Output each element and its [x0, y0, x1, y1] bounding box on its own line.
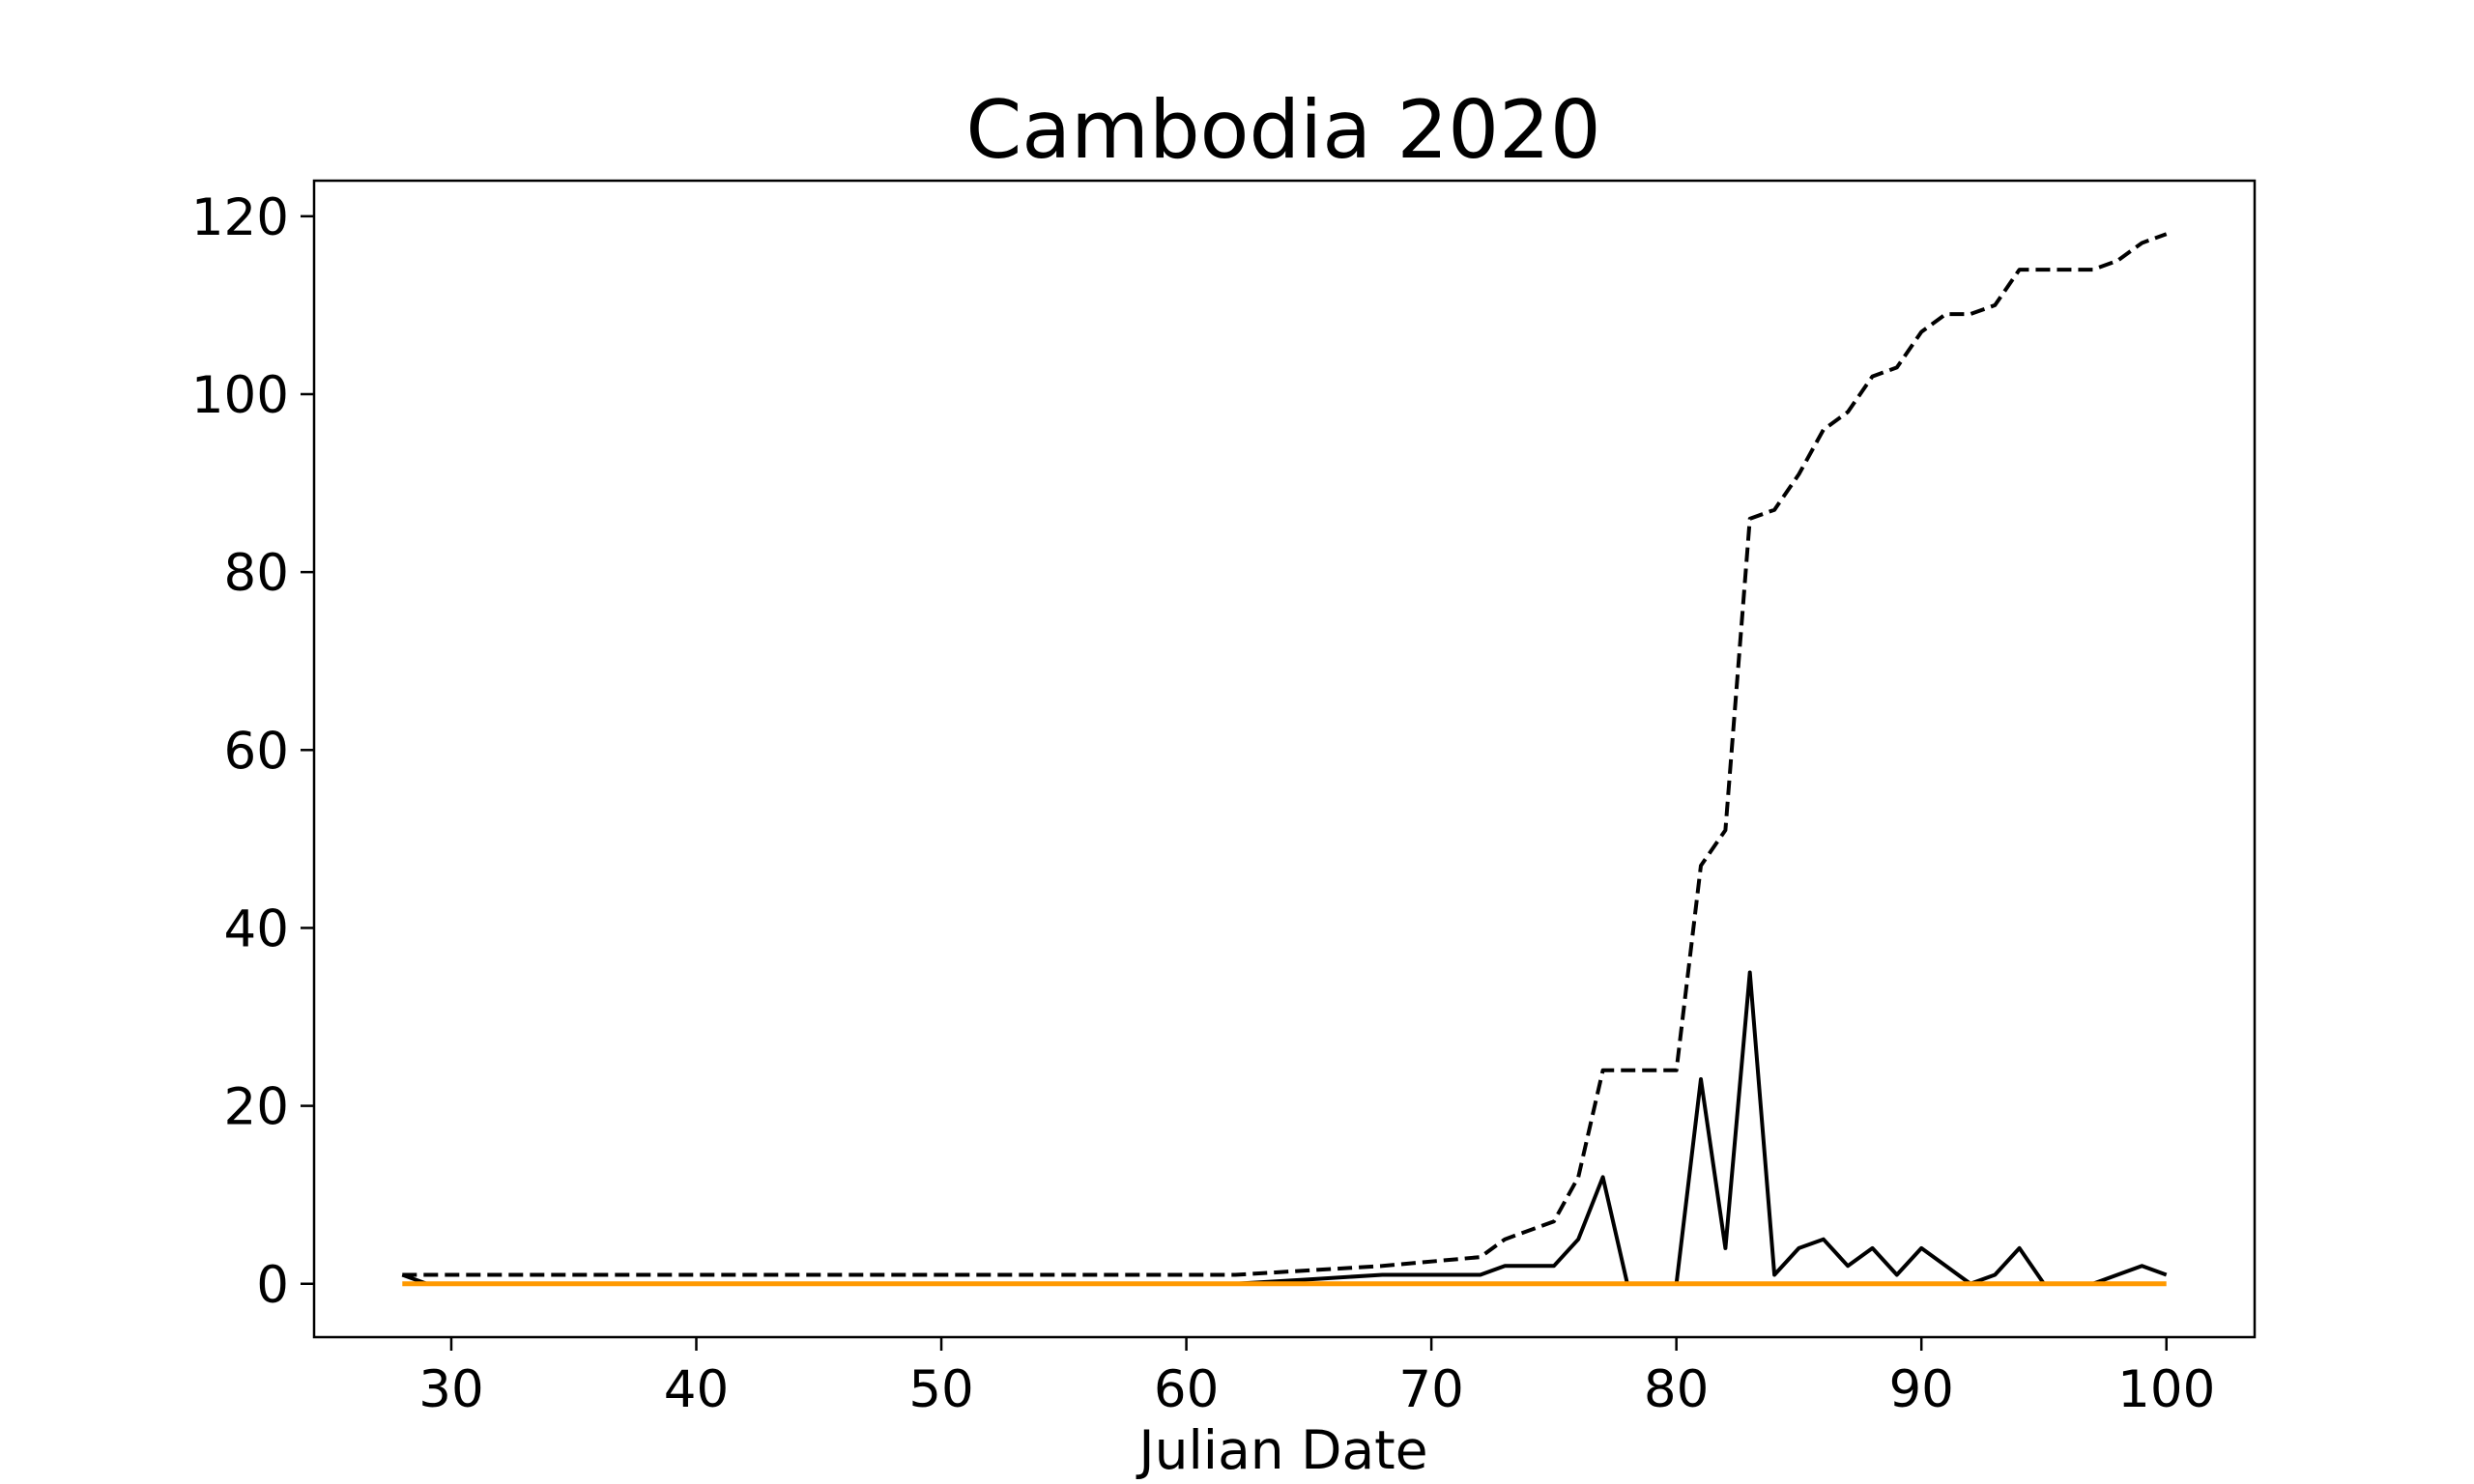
x-tick-label: 70: [1398, 1360, 1463, 1419]
y-axis: 0 20 40 60 80 100 120: [191, 188, 314, 1315]
y-tick-label: 40: [224, 899, 289, 958]
y-tick-label: 20: [224, 1078, 289, 1137]
series-layer: [401, 232, 2168, 1287]
x-tick-label: 80: [1644, 1360, 1709, 1419]
x-tick-label: 60: [1154, 1360, 1219, 1419]
y-tick-label: 80: [224, 544, 289, 603]
x-tick-label: 40: [664, 1360, 729, 1419]
y-tick-label: 0: [256, 1256, 289, 1315]
series-line-1: [402, 232, 2168, 1277]
chart-title: Cambodia 2020: [965, 83, 1600, 177]
x-tick-label: 50: [908, 1360, 973, 1419]
series-line-2: [401, 970, 2168, 1286]
y-tick-label: 60: [224, 722, 289, 781]
x-tick-label: 90: [1888, 1360, 1953, 1419]
x-axis: 30 40 50 60 70 80 90 100: [418, 1337, 2215, 1419]
y-tick-label: 100: [191, 366, 289, 425]
x-tick-label: 30: [418, 1360, 483, 1419]
x-axis-label: Julian Date: [1136, 1419, 1427, 1481]
y-tick-label: 120: [191, 188, 289, 247]
plot-frame: [312, 179, 2257, 1339]
x-tick-label: 100: [2117, 1360, 2215, 1419]
